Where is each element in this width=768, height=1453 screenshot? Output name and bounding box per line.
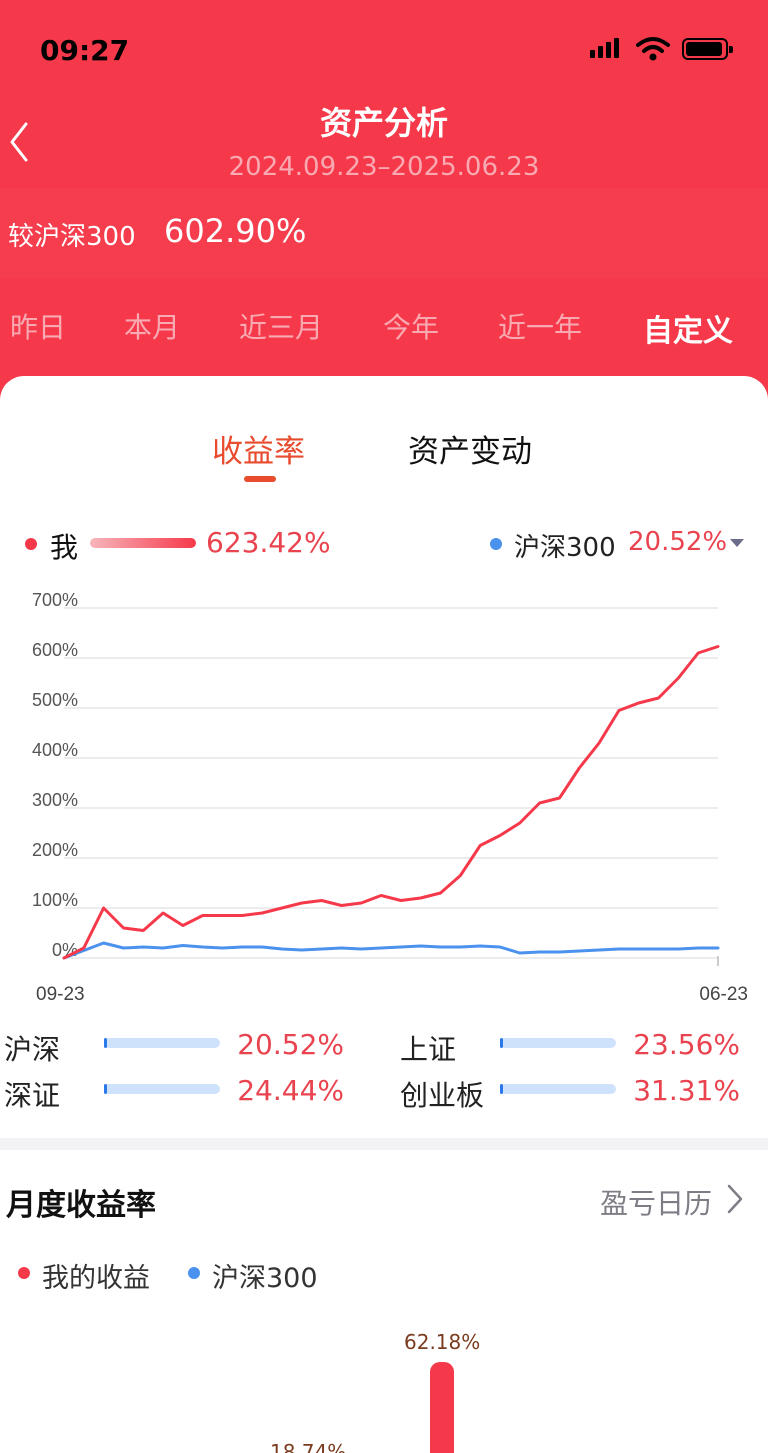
chevron-right-icon[interactable] [724, 1182, 746, 1216]
legend-me-dot [25, 538, 37, 550]
monthly-legend-bench-dot [188, 1267, 200, 1279]
compare-value: 602.90% [164, 212, 307, 250]
tab-return-rate[interactable]: 收益率 [212, 434, 305, 470]
date-range: 2024.09.23–2025.06.23 [228, 152, 540, 182]
y-tick-label: 300% [32, 790, 78, 810]
y-tick-label: 200% [32, 840, 78, 860]
monthly-bar [430, 1362, 454, 1453]
index-label-cyb: 创业板 [400, 1079, 485, 1112]
y-tick-label: 100% [32, 890, 78, 910]
index-bar-sh [500, 1038, 616, 1048]
period-custom[interactable]: 自定义 [643, 314, 733, 349]
y-tick-label: 700% [32, 590, 78, 610]
calendar-link[interactable]: 盈亏日历 [600, 1187, 713, 1220]
status-time: 09:27 [40, 34, 130, 67]
compare-label: 较沪深300 [8, 222, 136, 252]
index-label-sh: 上证 [400, 1033, 457, 1066]
period-three-months[interactable]: 近三月 [239, 311, 324, 344]
legend-me-bar [90, 538, 196, 548]
monthly-legend-mine-dot [18, 1267, 30, 1279]
monthly-return-card: 月度收益率 盈亏日历 我的收益 沪深300 62.18% 18.74% [0, 1150, 768, 1453]
legend-bench-dot [490, 538, 502, 550]
benchmark-compare-row: 较沪深300 602.90% [0, 188, 768, 278]
monthly-legend-mine: 我的收益 [42, 1263, 150, 1294]
y-tick-label: 600% [32, 640, 78, 660]
return-card: 收益率 资产变动 我 623.42% 沪深300 20.52% 700% 600%… [0, 376, 768, 1138]
period-this-month[interactable]: 本月 [124, 311, 181, 344]
period-one-year[interactable]: 近一年 [498, 311, 583, 344]
index-value-sz: 24.44% [237, 1074, 344, 1107]
back-icon[interactable] [6, 120, 46, 164]
status-bar: 09:27 [0, 0, 768, 96]
tab-asset-change[interactable]: 资产变动 [408, 434, 532, 470]
page-title: 资产分析 [319, 104, 448, 142]
benchmark-dropdown-icon[interactable] [730, 539, 744, 547]
index-label-hs: 沪深 [4, 1033, 61, 1066]
x-tick-label: 06-23 [699, 984, 748, 1005]
legend-bench-label: 沪深300 [514, 533, 616, 563]
monthly-bar-value: 62.18% [404, 1330, 481, 1354]
index-bar-cyb [500, 1084, 616, 1094]
legend-me-value: 623.42% [206, 526, 331, 559]
wifi-icon [636, 37, 670, 61]
index-bar-hs [104, 1038, 220, 1048]
y-tick-label: 500% [32, 690, 78, 710]
tab-indicator [244, 476, 276, 482]
legend-me-label: 我 [50, 531, 79, 564]
period-tabs: 昨日 本月 近三月 今年 近一年 自定义 [0, 306, 768, 349]
x-tick-label: 09-23 [36, 984, 85, 1005]
period-yesterday[interactable]: 昨日 [10, 311, 67, 344]
battery-icon [682, 38, 733, 60]
cellular-signal-icon [590, 38, 619, 58]
series-line-me [62, 645, 720, 960]
index-label-sz: 深证 [4, 1079, 61, 1112]
index-value-sh: 23.56% [633, 1028, 740, 1061]
series-line-benchmark [62, 941, 720, 960]
index-value-hs: 20.52% [237, 1028, 344, 1061]
index-bar-sz [104, 1084, 220, 1094]
legend-bench-value: 20.52% [628, 527, 728, 557]
monthly-bar-value-2: 18.74% [270, 1440, 347, 1453]
y-tick-label: 400% [32, 740, 78, 760]
monthly-title: 月度收益率 [6, 1188, 156, 1223]
index-value-cyb: 31.31% [633, 1074, 740, 1107]
period-this-year[interactable]: 今年 [383, 311, 440, 344]
monthly-legend-bench: 沪深300 [212, 1263, 318, 1294]
return-line-chart: 700%600%500%400%300%200%100%0%09-23 06-23 [32, 590, 748, 1005]
